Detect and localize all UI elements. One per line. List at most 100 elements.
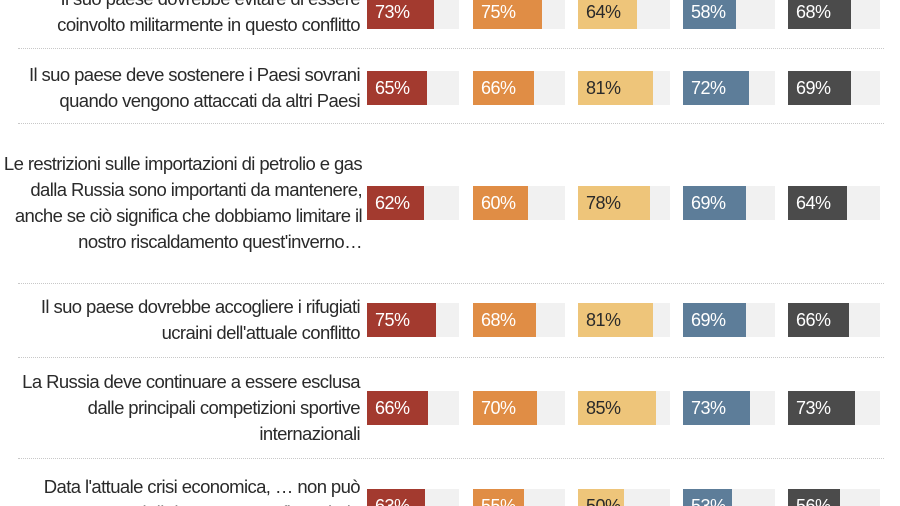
bar-track: 73% [367, 0, 459, 29]
bar [578, 0, 637, 29]
bar [578, 71, 653, 105]
bar [683, 71, 750, 105]
bar [788, 391, 856, 425]
bar [683, 0, 737, 29]
value-label: 66% [481, 78, 516, 98]
question-label: Data l'attuale crisi economica, … non pu… [43, 476, 361, 506]
bar [683, 391, 751, 425]
bar-track: 65% [367, 71, 459, 105]
bar-track: 75% [473, 0, 565, 29]
bar [788, 0, 851, 29]
bar [683, 186, 747, 220]
value-label: 68% [796, 2, 831, 22]
bar-track: 68% [788, 0, 880, 29]
bar-track: 60% [473, 186, 565, 220]
value-label: 73% [375, 2, 410, 22]
value-label: 55% [481, 496, 516, 506]
bar-track: 85% [578, 391, 670, 425]
value-label: 68% [481, 310, 516, 330]
bar [473, 0, 542, 29]
value-label: 64% [586, 2, 621, 22]
value-label: 62% [375, 193, 410, 213]
bar-track: 64% [788, 186, 880, 220]
bar [683, 489, 732, 506]
bar [367, 303, 436, 337]
bar [473, 489, 524, 506]
bar-track: 62% [367, 186, 459, 220]
value-label: 75% [481, 2, 516, 22]
bar-track: 63% [367, 489, 459, 506]
bar [788, 303, 849, 337]
question-label: Il suo paese dovrebbe evitare di essere … [57, 0, 360, 35]
bar [367, 186, 425, 220]
bar [578, 186, 650, 220]
question-label: Il suo paese dovrebbe accogliere i rifug… [40, 296, 361, 343]
value-label: 65% [375, 78, 410, 98]
bar-track: 69% [683, 303, 775, 337]
bar [578, 391, 657, 425]
value-label: 53% [691, 496, 726, 506]
row-separator [18, 357, 884, 358]
value-label: 73% [796, 398, 831, 418]
row-separator [18, 123, 884, 124]
bar-track: 68% [473, 303, 565, 337]
value-label: 70% [481, 398, 516, 418]
value-label: 81% [586, 78, 621, 98]
row-separator [18, 458, 884, 459]
bar-track: 73% [683, 391, 775, 425]
bar-track: 50% [578, 489, 670, 506]
bar [578, 303, 653, 337]
bar [788, 489, 840, 506]
bar [473, 303, 536, 337]
bar-track: 69% [683, 186, 775, 220]
value-label: 66% [375, 398, 410, 418]
value-label: 69% [691, 193, 726, 213]
value-label: 60% [481, 193, 516, 213]
bar-track: 66% [367, 391, 459, 425]
value-label: 69% [691, 310, 726, 330]
bar [367, 489, 425, 506]
bar [683, 303, 747, 337]
bar-track: 72% [683, 71, 775, 105]
bar [473, 71, 534, 105]
bar-track: 66% [473, 71, 565, 105]
bar [367, 71, 427, 105]
bar-track: 81% [578, 303, 670, 337]
bar-track: 56% [788, 489, 880, 506]
bar [578, 489, 624, 506]
value-label: 50% [586, 496, 621, 506]
value-label: 66% [796, 310, 831, 330]
bar [473, 186, 529, 220]
bar-track: 69% [788, 71, 880, 105]
bar-track: 78% [578, 186, 670, 220]
bar [788, 71, 852, 105]
value-label: 81% [586, 310, 621, 330]
value-label: 64% [796, 193, 831, 213]
bar-track: 81% [578, 71, 670, 105]
bar-track: 53% [683, 489, 775, 506]
bar [473, 391, 538, 425]
bar-track: 55% [473, 489, 565, 506]
value-label: 78% [586, 193, 621, 213]
value-label: 63% [375, 496, 410, 506]
bar-track: 70% [473, 391, 565, 425]
bar [367, 0, 435, 29]
value-label: 72% [691, 78, 726, 98]
row-separator [18, 283, 884, 284]
value-label: 58% [691, 2, 726, 22]
value-label: 75% [375, 310, 410, 330]
value-label: 73% [691, 398, 726, 418]
bar-track: 64% [578, 0, 670, 29]
bar-track: 66% [788, 303, 880, 337]
value-label: 56% [796, 496, 831, 506]
row-separator [18, 48, 884, 49]
value-label: 69% [796, 78, 831, 98]
bar-track: 58% [683, 0, 775, 29]
bar [367, 391, 428, 425]
question-label: Il suo paese deve sostenere i Paesi sovr… [28, 64, 361, 111]
value-label: 85% [586, 398, 621, 418]
bar [788, 186, 847, 220]
bar-track: 75% [367, 303, 459, 337]
question-label: La Russia deve continuare a essere esclu… [22, 371, 360, 444]
